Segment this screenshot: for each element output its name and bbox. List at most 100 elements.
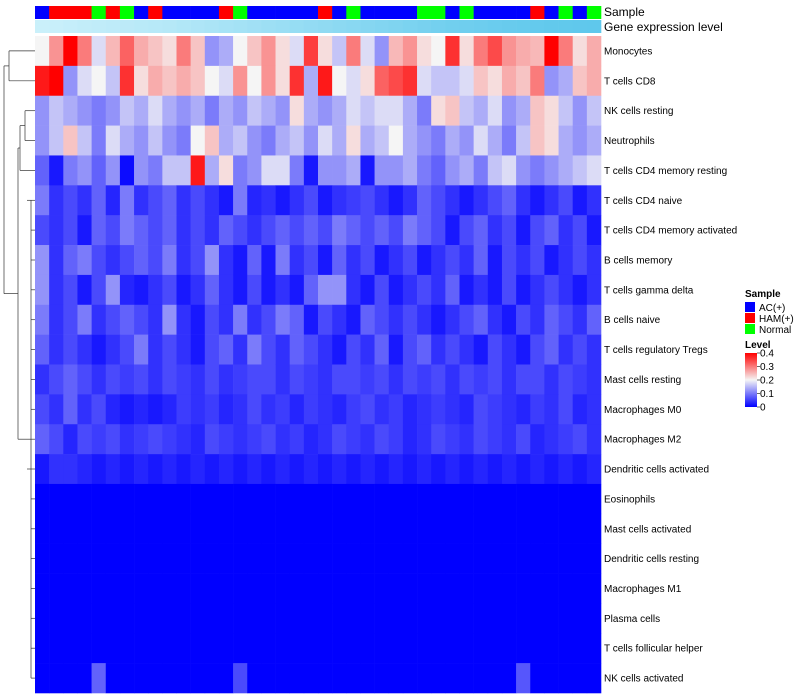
heatmap-cell	[162, 663, 177, 694]
heatmap-cell	[516, 304, 531, 335]
heatmap-cell	[134, 304, 149, 335]
heatmap-cell	[516, 424, 531, 455]
heatmap-cell	[275, 155, 290, 186]
heatmap-cell	[63, 274, 78, 306]
heatmap-cell	[572, 36, 588, 67]
heatmap-cell	[473, 245, 489, 276]
heatmap-cell	[346, 334, 361, 365]
sample-annotation-cell	[332, 6, 347, 19]
heatmap-cell	[289, 215, 305, 246]
heatmap-cell	[431, 573, 446, 604]
heatmap-cell	[388, 454, 404, 485]
heatmap-cell	[77, 543, 92, 574]
heatmap-cell	[374, 95, 390, 126]
heatmap-cell	[233, 483, 248, 515]
heatmap-cell	[91, 543, 107, 574]
heatmap-cell	[572, 245, 588, 276]
heatmap-cell	[289, 245, 305, 276]
heatmap-cell	[176, 36, 191, 67]
heatmap-cell	[134, 424, 149, 455]
heatmap-cell	[572, 394, 588, 425]
row-label: Macrophages M0	[604, 405, 682, 416]
heatmap-cell	[77, 36, 92, 67]
heatmap-cell	[275, 513, 290, 544]
heatmap-cell	[289, 573, 305, 604]
heatmap-cell	[247, 483, 262, 515]
heatmap-cell	[402, 513, 418, 544]
heatmap-cell	[501, 603, 517, 634]
heatmap-cell	[119, 36, 135, 67]
heatmap-cell	[388, 663, 404, 694]
legend-label-normal: Normal	[759, 325, 791, 336]
gene-expression-level-track	[35, 20, 602, 33]
heatmap-cell	[204, 364, 220, 395]
heatmap-cell	[558, 36, 573, 67]
heatmap-cell	[431, 95, 446, 126]
heatmap-cell	[190, 394, 206, 425]
heatmap-cell	[473, 483, 489, 515]
row-label: T cells gamma delta	[604, 285, 694, 296]
heatmap-cell	[204, 65, 220, 97]
heatmap-cell	[318, 394, 333, 425]
heatmap-cell	[204, 245, 220, 276]
heatmap-cell	[431, 543, 446, 574]
heatmap-cell	[544, 543, 559, 574]
heatmap-cell	[176, 245, 191, 276]
heatmap-cell	[544, 513, 559, 544]
heatmap-cell	[77, 663, 92, 694]
heatmap-cell	[49, 513, 64, 544]
heatmap-cell	[445, 394, 460, 425]
row-label: Monocytes	[604, 46, 652, 57]
heatmap-cell	[431, 394, 446, 425]
heatmap-cell	[148, 125, 163, 156]
heatmap-cell	[162, 603, 177, 634]
heatmap-cell	[530, 95, 545, 126]
sample-annotation-cell	[388, 6, 404, 19]
row-label: T cells CD8	[604, 76, 656, 87]
heatmap-cell	[49, 245, 64, 276]
sample-annotation-cell	[91, 6, 107, 19]
heatmap-cell	[247, 274, 262, 306]
heatmap-cell	[558, 633, 573, 664]
gene-expression-level-cell	[558, 20, 573, 33]
heatmap-cell	[530, 65, 545, 97]
heatmap-cell	[105, 663, 121, 694]
heatmap-cell	[431, 663, 446, 694]
heatmap-cell	[261, 663, 276, 694]
heatmap-cell	[346, 245, 361, 276]
heatmap-cell	[374, 65, 390, 97]
heatmap-cell	[516, 513, 531, 544]
heatmap-cell	[77, 245, 92, 276]
heatmap-cell	[445, 573, 460, 604]
heatmap-cell	[431, 603, 446, 634]
heatmap-cell	[318, 125, 333, 156]
heatmap-cell	[49, 483, 64, 515]
heatmap-cell	[176, 663, 191, 694]
heatmap-cell	[459, 125, 474, 156]
heatmap-cell	[49, 125, 64, 156]
heatmap-cell	[530, 274, 545, 306]
heatmap-cell	[374, 185, 390, 216]
heatmap-cell	[346, 155, 361, 186]
heatmap-cell	[586, 394, 602, 425]
heatmap-cell	[303, 304, 319, 335]
heatmap-cell	[63, 215, 78, 246]
heatmap-cell	[516, 483, 531, 515]
heatmap-cell	[318, 215, 333, 246]
heatmap-cell	[402, 36, 418, 67]
heatmap-cell	[501, 36, 517, 67]
heatmap-cell	[360, 65, 375, 97]
heatmap-cell	[247, 513, 262, 544]
heatmap-cell	[35, 603, 50, 634]
heatmap-cell	[572, 334, 588, 365]
heatmap-cell	[275, 364, 290, 395]
heatmap-cell	[445, 304, 460, 335]
heatmap-cell	[388, 394, 404, 425]
heatmap-cell	[360, 394, 375, 425]
heatmap-cell	[586, 245, 602, 276]
heatmap-cell	[459, 394, 474, 425]
heatmap-cell	[332, 573, 347, 604]
heatmap-cell	[247, 543, 262, 574]
sample-annotation-cell	[261, 6, 276, 19]
